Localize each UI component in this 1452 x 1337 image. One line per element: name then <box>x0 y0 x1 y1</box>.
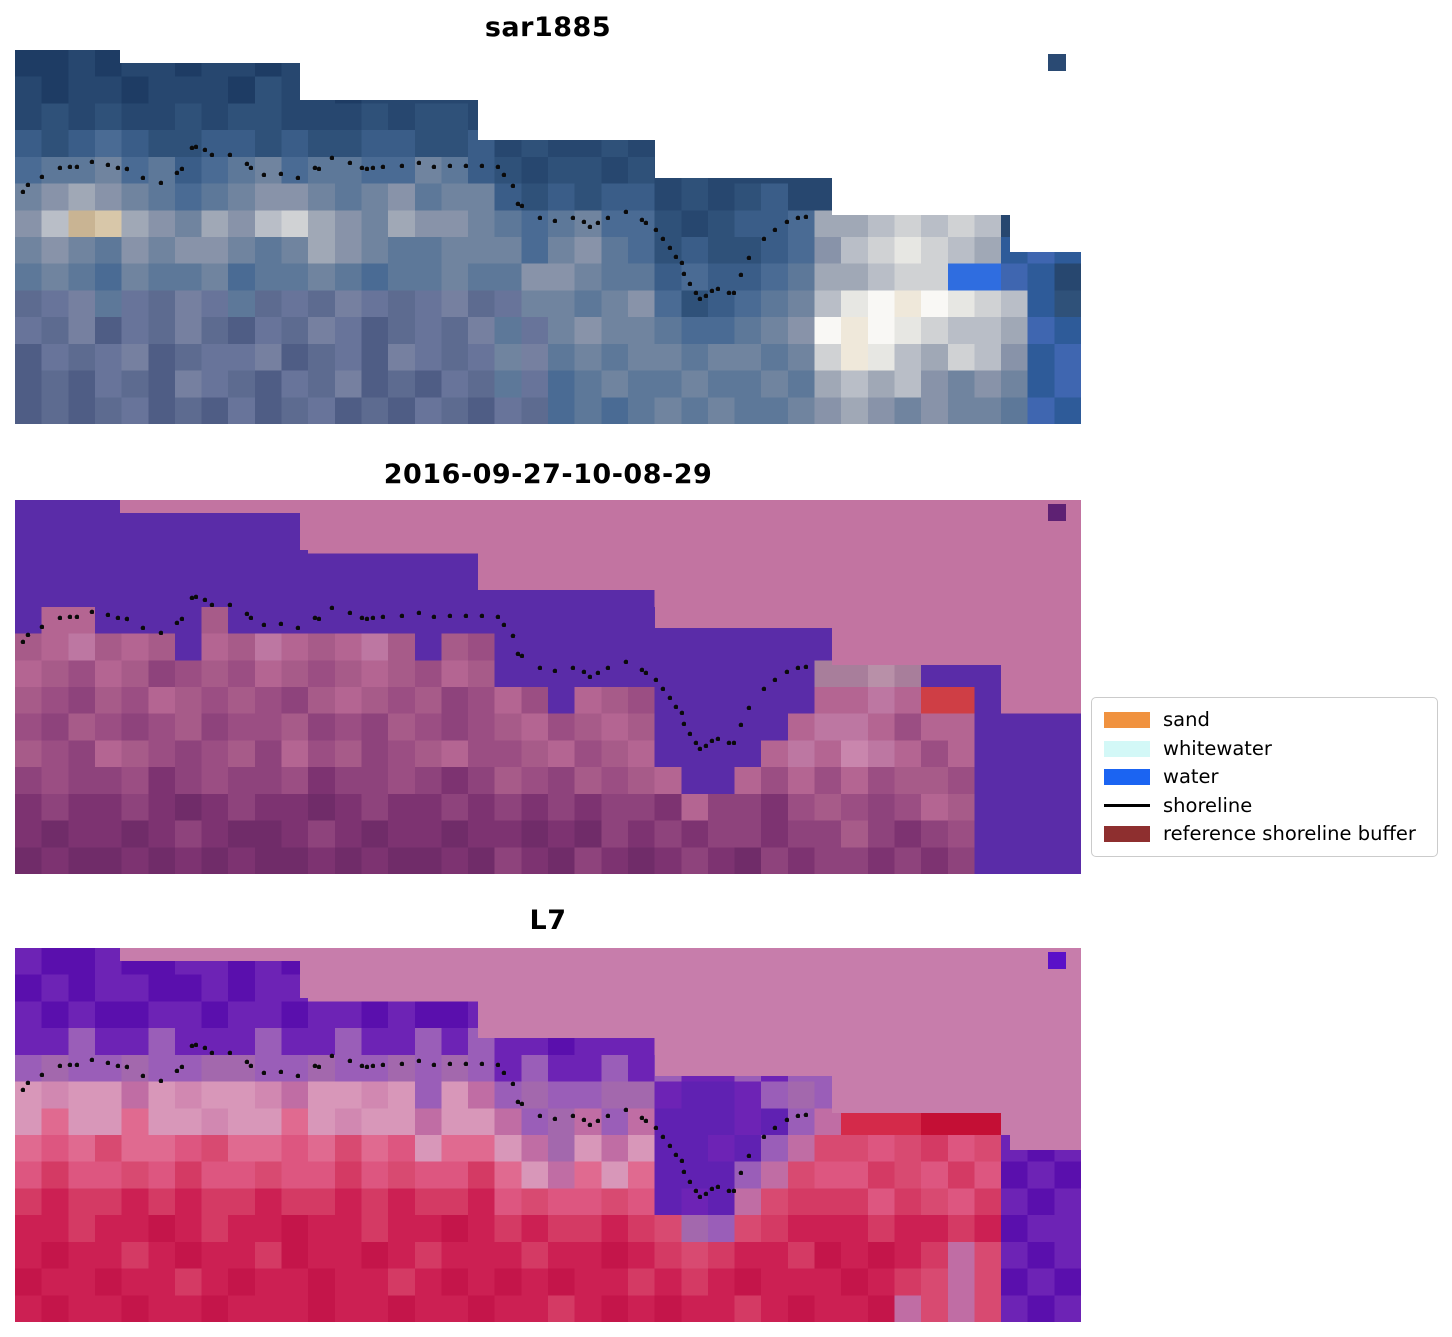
shoreline-line-swatch <box>1104 804 1150 807</box>
panel1-raster <box>15 50 1081 424</box>
panel1-image <box>15 50 1081 424</box>
water-swatch <box>1104 769 1150 786</box>
legend-item-sand: sand <box>1104 706 1425 734</box>
panel2-image <box>15 500 1081 874</box>
legend-label-shoreline: shoreline <box>1163 793 1253 817</box>
legend-label-reference-shoreline-buffer: reference shoreline buffer <box>1163 822 1416 846</box>
legend-label-whitewater: whitewater <box>1163 736 1272 760</box>
legend-label-water: water <box>1163 765 1219 789</box>
legend-item-whitewater: whitewater <box>1104 734 1425 762</box>
panel1-title: sar1885 <box>484 12 612 43</box>
legend-item-reference-shoreline-buffer: reference shoreline buffer <box>1104 820 1425 848</box>
panel2-raster <box>15 500 1081 874</box>
legend-label-sand: sand <box>1163 708 1210 732</box>
whitewater-swatch <box>1104 740 1150 757</box>
panel3-title: L7 <box>529 905 567 936</box>
reference-shoreline-buffer-swatch <box>1104 825 1150 842</box>
legend-item-shoreline: shoreline <box>1104 791 1425 819</box>
panel3-raster <box>15 948 1081 1322</box>
sand-swatch <box>1104 712 1150 729</box>
legend-item-water: water <box>1104 763 1425 791</box>
panel2-title: 2016-09-27-10-08-29 <box>383 459 713 490</box>
legend: sand whitewater water shoreline referenc… <box>1091 697 1438 857</box>
panel3-image <box>15 948 1081 1322</box>
